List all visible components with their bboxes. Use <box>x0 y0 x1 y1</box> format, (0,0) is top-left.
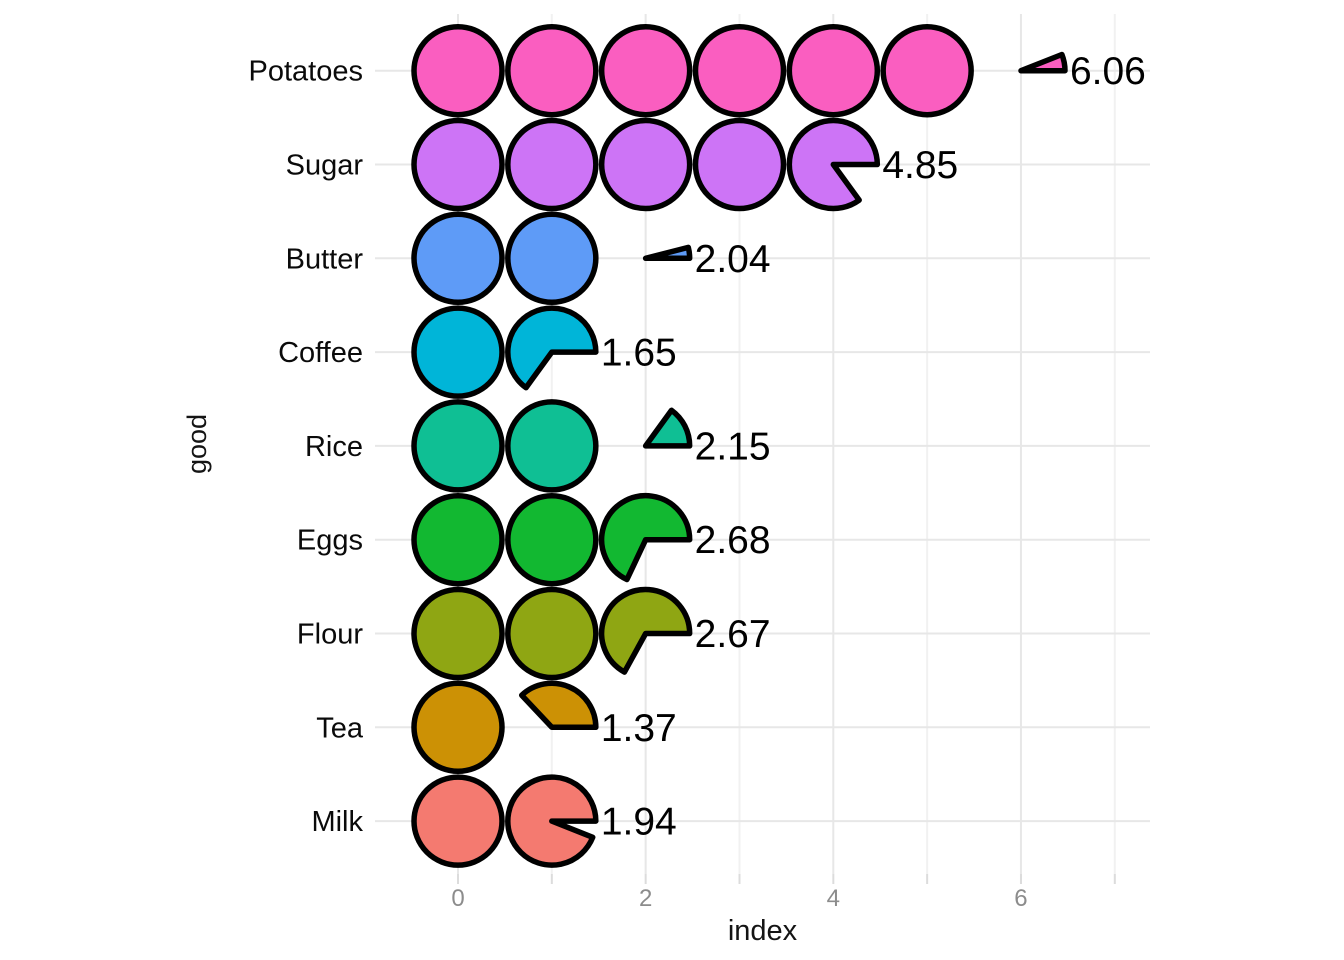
x-tick-label-6: 6 <box>1014 885 1027 912</box>
unit-circle-potatoes-5 <box>880 23 974 118</box>
unit-circle-butter-1 <box>505 211 599 306</box>
fraction-wedge-milk <box>505 774 599 868</box>
unit-circle-potatoes-0 <box>411 23 505 118</box>
unit-circle-tea-0 <box>411 680 505 775</box>
category-label-sugar: Sugar <box>286 150 364 182</box>
row-butter: 2.04 <box>411 211 771 306</box>
row-coffee: 1.65 <box>411 305 677 399</box>
fraction-wedge-rice <box>642 407 693 449</box>
value-label-tea: 1.37 <box>601 707 677 750</box>
y-axis-title: good <box>182 414 212 474</box>
unit-circle-milk-0 <box>411 774 505 868</box>
unit-circle-eggs-0 <box>411 492 505 587</box>
unit-circle-rice-1 <box>505 399 599 493</box>
unit-circle-butter-0 <box>411 211 505 306</box>
unit-circle-rice-0 <box>411 399 505 493</box>
fraction-wedge-sugar <box>786 117 881 212</box>
fraction-wedge-potatoes <box>1018 51 1068 74</box>
fraction-wedge-tea <box>518 680 599 731</box>
value-label-milk: 1.94 <box>601 801 677 844</box>
row-potatoes: 6.06 <box>411 23 1146 118</box>
y-axis-labels: Potatoes Sugar Butter Coffee Rice Eggs Flour Te… <box>249 56 364 838</box>
fraction-wedge-eggs <box>598 492 693 583</box>
unit-circle-coffee-0 <box>411 305 505 399</box>
value-label-flour: 2.67 <box>695 613 771 656</box>
unit-circle-sugar-0 <box>411 117 505 212</box>
unit-circle-flour-0 <box>411 586 505 681</box>
x-axis-labels: 0 2 4 6 <box>451 885 1027 912</box>
row-sugar: 4.85 <box>411 117 958 212</box>
category-label-coffee: Coffee <box>278 337 363 369</box>
category-label-flour: Flour <box>297 619 363 651</box>
value-label-rice: 2.15 <box>695 425 771 468</box>
unit-circle-eggs-1 <box>505 492 599 587</box>
x-axis-ticks <box>457 874 1116 884</box>
fraction-wedge-flour <box>598 586 693 675</box>
category-label-tea: Tea <box>316 712 364 744</box>
unit-circle-sugar-3 <box>692 117 787 212</box>
unit-circle-sugar-1 <box>505 117 599 212</box>
value-label-eggs: 2.68 <box>695 519 771 562</box>
unit-circle-potatoes-2 <box>598 23 693 118</box>
category-label-butter: Butter <box>286 243 364 275</box>
row-flour: 2.67 <box>411 586 771 681</box>
unit-circle-sugar-2 <box>598 117 693 212</box>
fraction-wedge-butter <box>642 244 693 262</box>
unit-circle-potatoes-3 <box>692 23 787 118</box>
value-label-potatoes: 6.06 <box>1070 50 1146 93</box>
unit-circle-potatoes-1 <box>505 23 599 118</box>
value-label-sugar: 4.85 <box>882 144 958 187</box>
unit-circle-flour-1 <box>505 586 599 681</box>
row-tea: 1.37 <box>411 680 677 775</box>
value-label-coffee: 1.65 <box>601 332 677 375</box>
value-label-butter: 2.04 <box>695 238 771 281</box>
row-rice: 2.15 <box>411 399 771 493</box>
fraction-wedge-coffee <box>505 305 599 391</box>
category-label-milk: Milk <box>311 806 363 838</box>
category-label-potatoes: Potatoes <box>249 56 363 88</box>
x-tick-label-0: 0 <box>451 885 464 912</box>
category-label-eggs: Eggs <box>297 525 363 557</box>
category-label-rice: Rice <box>305 431 363 463</box>
row-eggs: 2.68 <box>411 492 771 587</box>
x-tick-label-2: 2 <box>639 885 652 912</box>
x-tick-label-4: 4 <box>827 885 840 912</box>
x-axis-title: index <box>728 915 798 947</box>
unit-circle-potatoes-4 <box>786 23 881 118</box>
row-milk: 1.94 <box>411 774 677 868</box>
